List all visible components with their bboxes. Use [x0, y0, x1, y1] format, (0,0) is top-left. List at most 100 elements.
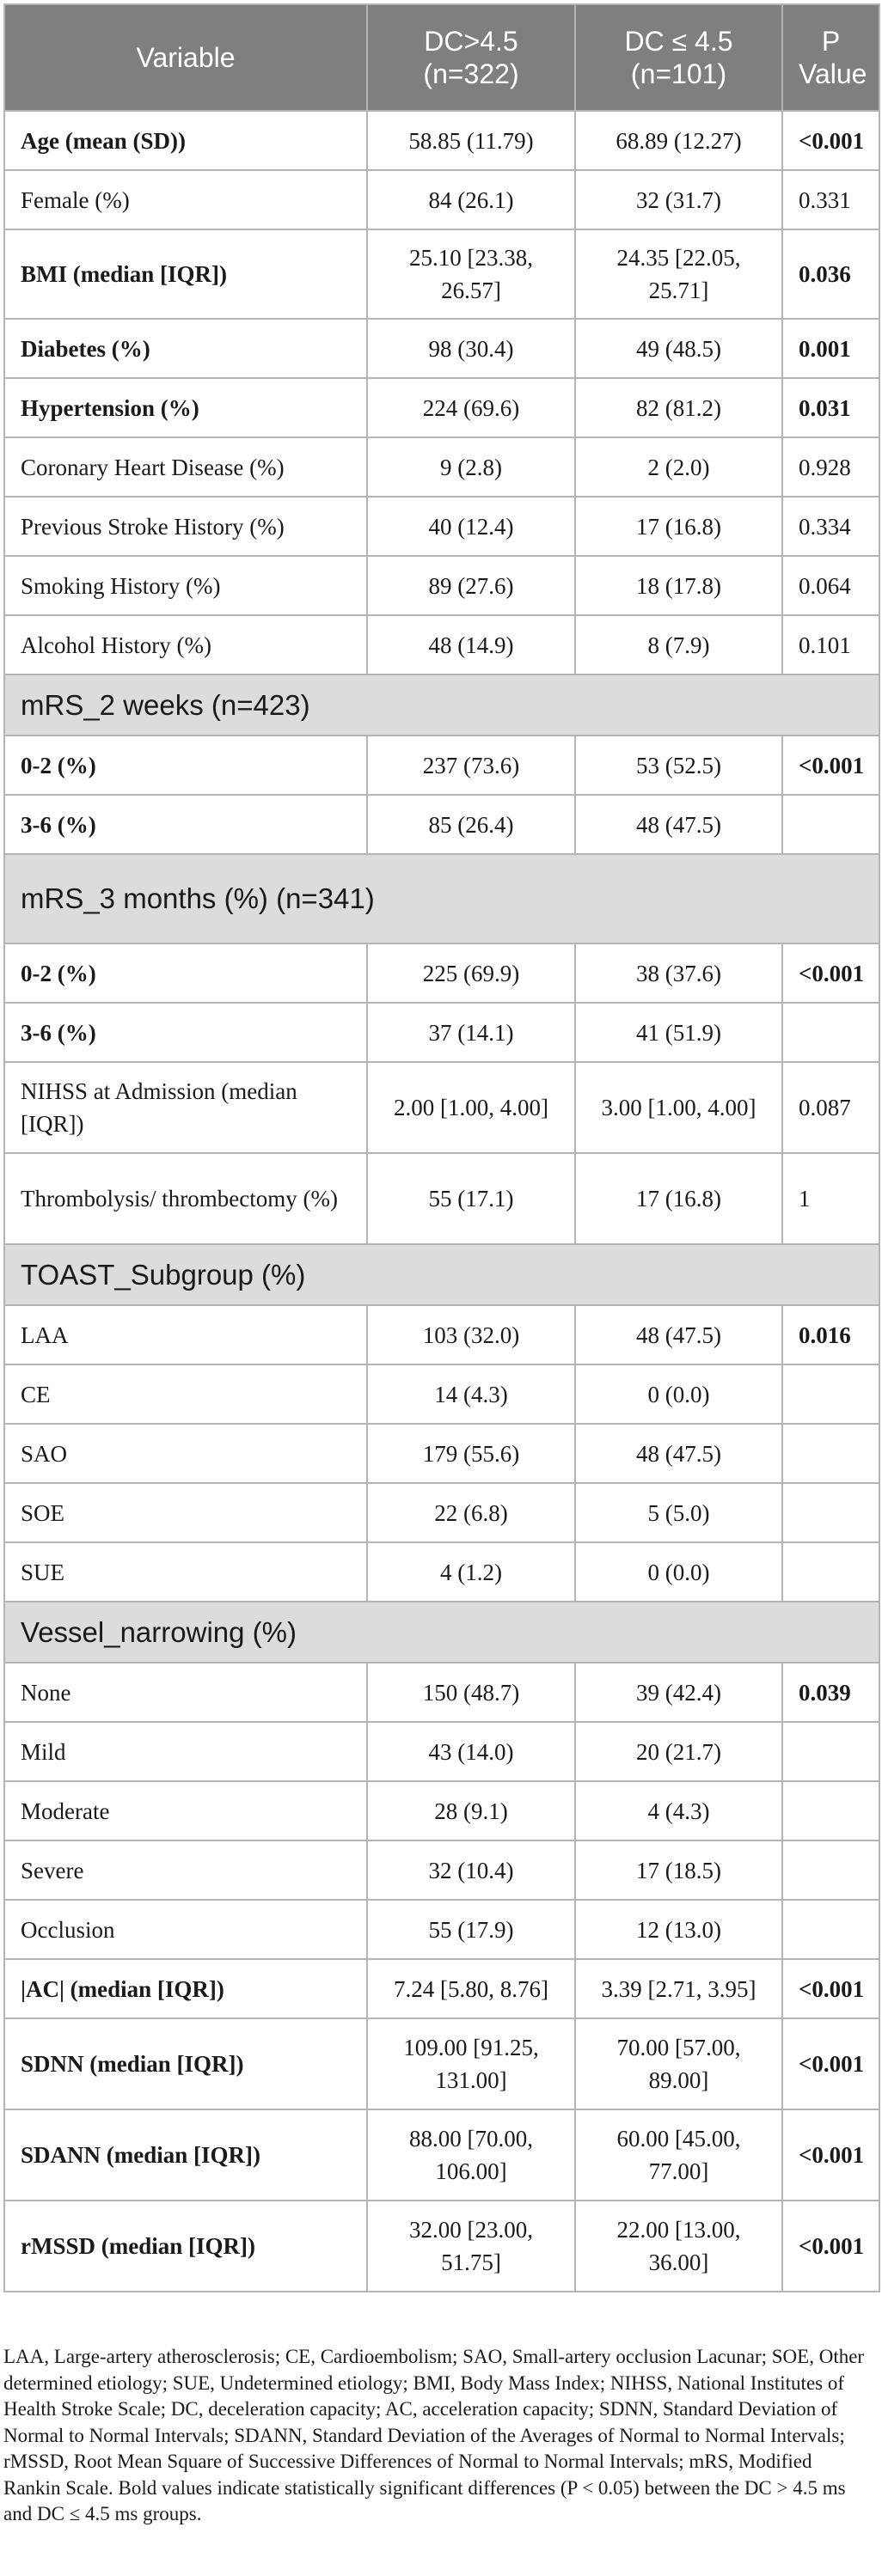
row-dc-low-value: 3.00 [1.00, 4.00]: [574, 1061, 783, 1154]
row-dc-low-value: 32 (31.7): [574, 169, 783, 230]
row-p-value: [781, 1899, 880, 1960]
row-p-value: [781, 1002, 880, 1063]
table-row: LAA 103 (32.0) 48 (47.5) 0.016: [3, 1304, 880, 1365]
row-p-value: 0.334: [781, 496, 880, 557]
header-dc-low: DC ≤ 4.5 (n=101): [574, 3, 783, 112]
row-variable: |AC| (median [IQR]): [3, 1958, 368, 2019]
table-row: |AC| (median [IQR]) 7.24 [5.80, 8.76] 3.39…: [3, 1958, 880, 2019]
row-dc-high-value: 43 (14.0): [366, 1721, 576, 1782]
row-dc-high-value: 103 (32.0): [366, 1304, 576, 1365]
row-variable: Occlusion: [3, 1899, 368, 1960]
table-row: rMSSD (median [IQR]) 32.00 [23.00, 51.75]…: [3, 2200, 880, 2292]
section-label: mRS_2 weeks (n=423): [3, 674, 880, 736]
table-row: Moderate 28 (9.1) 4 (4.3): [3, 1780, 880, 1841]
row-dc-low-value: 17 (18.5): [574, 1840, 783, 1901]
row-dc-high-value: 224 (69.6): [366, 377, 576, 438]
row-dc-low-value: 60.00 [45.00, 77.00]: [574, 2109, 783, 2201]
row-dc-high-value: 150 (48.7): [366, 1662, 576, 1723]
row-variable: Moderate: [3, 1780, 368, 1841]
section-label: TOAST_Subgroup (%): [3, 1243, 880, 1306]
table-row: Severe 32 (10.4) 17 (18.5): [3, 1840, 880, 1901]
row-dc-high-value: 32 (10.4): [366, 1840, 576, 1901]
row-dc-low-value: 3.39 [2.71, 3.95]: [574, 1958, 783, 2019]
section-row: Vessel_narrowing (%): [3, 1601, 880, 1663]
table-row: Previous Stroke History (%) 40 (12.4) 17 (…: [3, 496, 880, 557]
row-p-value: <0.001: [781, 110, 880, 171]
table-row: CE 14 (4.3) 0 (0.0): [3, 1364, 880, 1425]
row-dc-high-value: 179 (55.6): [366, 1423, 576, 1484]
row-dc-high-value: 55 (17.9): [366, 1899, 576, 1960]
row-variable: CE: [3, 1364, 368, 1425]
row-dc-low-value: 17 (16.8): [574, 496, 783, 557]
table-row: Diabetes (%) 98 (30.4) 49 (48.5) 0.001: [3, 318, 880, 379]
row-dc-low-value: 48 (47.5): [574, 1304, 783, 1365]
row-p-value: [781, 1423, 880, 1484]
row-p-value: 0.039: [781, 1662, 880, 1723]
row-variable: Age (mean (SD)): [3, 110, 368, 171]
section-label: Vessel_narrowing (%): [3, 1601, 880, 1663]
row-dc-low-value: 22.00 [13.00, 36.00]: [574, 2200, 783, 2292]
row-p-value: 1: [781, 1152, 880, 1245]
row-dc-high-value: 98 (30.4): [366, 318, 576, 379]
row-variable: SDNN (median [IQR]): [3, 2017, 368, 2110]
table-row: 3-6 (%) 37 (14.1) 41 (51.9): [3, 1002, 880, 1063]
row-dc-low-value: 18 (17.8): [574, 555, 783, 616]
row-variable: Thrombolysis/ thrombectomy (%): [3, 1152, 368, 1245]
row-p-value: 0.016: [781, 1304, 880, 1365]
row-dc-low-value: 8 (7.9): [574, 614, 783, 675]
row-dc-high-value: 88.00 [70.00, 106.00]: [366, 2109, 576, 2201]
row-variable: LAA: [3, 1304, 368, 1365]
row-p-value: 0.036: [781, 229, 880, 320]
row-p-value: [781, 1840, 880, 1901]
row-variable: Previous Stroke History (%): [3, 496, 368, 557]
row-dc-high-value: 58.85 (11.79): [366, 110, 576, 171]
row-variable: rMSSD (median [IQR]): [3, 2200, 368, 2292]
row-dc-low-value: 49 (48.5): [574, 318, 783, 379]
row-dc-low-value: 41 (51.9): [574, 1002, 783, 1063]
row-dc-low-value: 82 (81.2): [574, 377, 783, 438]
row-p-value: 0.001: [781, 318, 880, 379]
row-variable: Alcohol History (%): [3, 614, 368, 675]
row-dc-low-value: 2 (2.0): [574, 436, 783, 497]
row-dc-high-value: 9 (2.8): [366, 436, 576, 497]
row-variable: 3-6 (%): [3, 1002, 368, 1063]
row-dc-low-value: 48 (47.5): [574, 1423, 783, 1484]
row-p-value: [781, 1364, 880, 1425]
row-dc-high-value: 85 (26.4): [366, 794, 576, 855]
row-p-value: 0.331: [781, 169, 880, 230]
row-dc-low-value: 12 (13.0): [574, 1899, 783, 1960]
table-row: Smoking History (%) 89 (27.6) 18 (17.8) 0.0…: [3, 555, 880, 616]
header-row: Variable DC>4.5 (n=322) DC ≤ 4.5 (n=101)…: [3, 3, 880, 112]
row-variable: 3-6 (%): [3, 794, 368, 855]
row-p-value: [781, 1780, 880, 1841]
row-p-value: <0.001: [781, 1958, 880, 2019]
row-dc-high-value: 109.00 [91.25, 131.00]: [366, 2017, 576, 2110]
row-dc-high-value: 237 (73.6): [366, 735, 576, 796]
row-dc-low-value: 17 (16.8): [574, 1152, 783, 1245]
row-variable: 0-2 (%): [3, 943, 368, 1004]
row-variable: BMI (median [IQR]): [3, 229, 368, 320]
row-dc-high-value: 25.10 [23.38, 26.57]: [366, 229, 576, 320]
table-row: NIHSS at Admission (median [IQR]) 2.00 [1…: [3, 1061, 880, 1154]
table-body: Age (mean (SD)) 58.85 (11.79) 68.89 (12.27…: [3, 110, 880, 2292]
row-variable: SOE: [3, 1482, 368, 1543]
row-dc-high-value: 4 (1.2): [366, 1541, 576, 1602]
header-variable: Variable: [3, 3, 368, 112]
row-p-value: <0.001: [781, 943, 880, 1004]
row-dc-high-value: 37 (14.1): [366, 1002, 576, 1063]
row-dc-low-value: 0 (0.0): [574, 1364, 783, 1425]
row-dc-low-value: 68.89 (12.27): [574, 110, 783, 171]
table-row: 0-2 (%) 237 (73.6) 53 (52.5) <0.001: [3, 735, 880, 796]
table-row: SDANN (median [IQR]) 88.00 [70.00, 106.00…: [3, 2109, 880, 2201]
table-row: SOE 22 (6.8) 5 (5.0): [3, 1482, 880, 1543]
row-dc-low-value: 48 (47.5): [574, 794, 783, 855]
section-row: mRS_3 months (%) (n=341): [3, 853, 880, 944]
row-dc-low-value: 0 (0.0): [574, 1541, 783, 1602]
table-row: Coronary Heart Disease (%) 9 (2.8) 2 (2.0)…: [3, 436, 880, 497]
table-row: Alcohol History (%) 48 (14.9) 8 (7.9) 0.101: [3, 614, 880, 675]
row-variable: Mild: [3, 1721, 368, 1782]
row-dc-low-value: 39 (42.4): [574, 1662, 783, 1723]
row-variable: SDANN (median [IQR]): [3, 2109, 368, 2201]
header-dc-high: DC>4.5 (n=322): [366, 3, 576, 112]
row-p-value: [781, 1541, 880, 1602]
